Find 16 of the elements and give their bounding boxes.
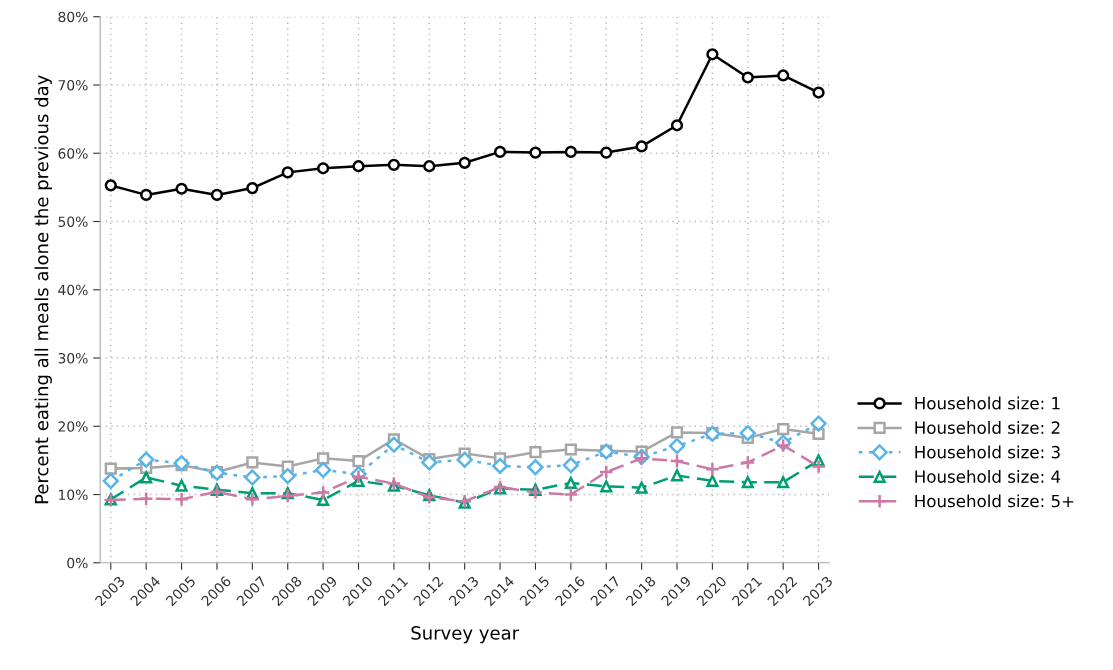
y-tick-label: 20% [58,421,88,432]
legend-label: Household size: 2 [915,421,1060,434]
legend-label: Household size: 1 [915,396,1060,410]
y-tick-label: 30% [58,353,88,364]
legend-label: Household size: 3 [915,445,1060,459]
legend-label: Household size: 5+ [915,494,1074,508]
x-axis-title: Survey year [411,626,520,644]
y-tick-label: 0% [67,557,88,569]
y-tick-label: 50% [58,216,88,227]
y-axis-title: Percent eating all meals alone the previous day [34,75,52,504]
y-tick-label: 70% [58,79,88,91]
y-tick-label: 80% [58,11,88,23]
y-tick-label: 10% [59,489,88,501]
y-tick-label: 40% [58,284,88,296]
y-tick-label: 60% [58,148,88,159]
legend-label: Household size: 4 [915,469,1061,483]
